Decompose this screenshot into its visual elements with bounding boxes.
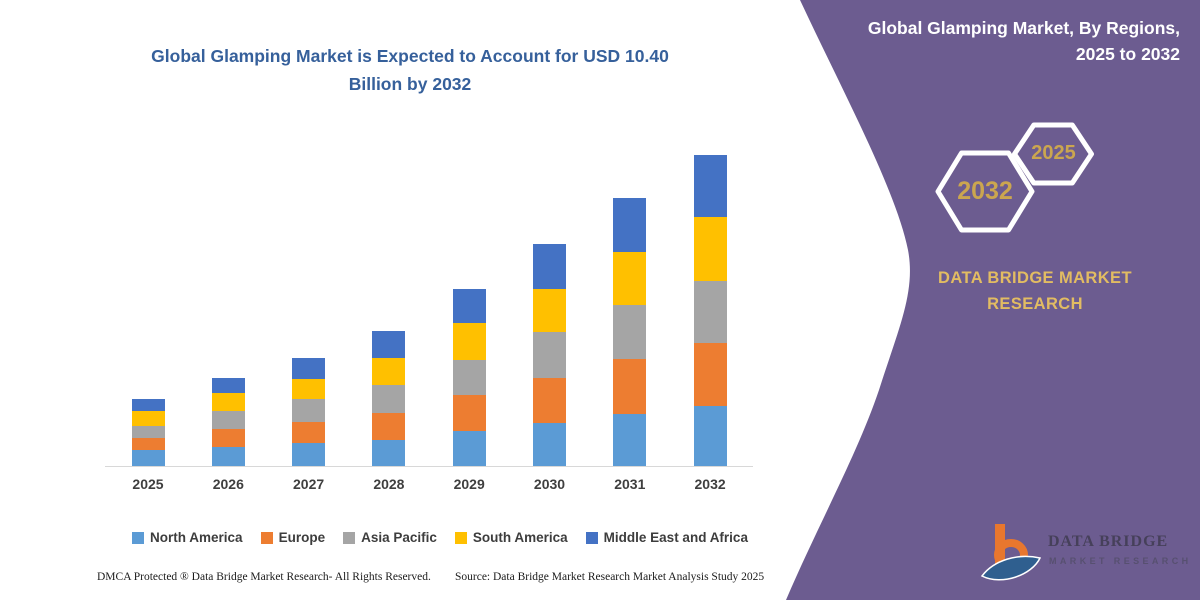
bar-segment-europe [452,395,486,432]
x-axis-label-2026: 2026 [212,476,244,492]
bar-segment-south-america [693,216,727,281]
bar-segment-asia-pacific [292,399,326,422]
legend-item-north-america: North America [132,530,243,545]
bar-segment-south-america [211,393,245,411]
hexagon-small [1012,122,1094,186]
bar-segment-europe [372,412,406,440]
chart-title: Global Glamping Market is Expected to Ac… [90,42,730,98]
legend-item-middle-east-and-africa: Middle East and Africa [585,530,748,545]
hexagon-large [935,150,1035,233]
bar-segment-south-america [131,411,165,426]
logo-text-secondary: MARKET RESEARCH [1049,556,1192,566]
stacked-bar-2028 [372,331,406,466]
x-axis-label-2027: 2027 [293,476,325,492]
legend-swatch-icon [132,531,145,544]
legend-label: Middle East and Africa [603,530,748,545]
chart-legend: North America Europe Asia Pacific South Ame… [110,530,770,545]
x-axis-line [105,466,753,467]
logo-text-primary: DATA BRIDGE [1048,533,1169,550]
bar-segment-middle-east-and-africa [693,155,727,217]
bar-segment-north-america [372,439,406,466]
x-axis-label-2031: 2031 [614,476,646,492]
data-bridge-logo-icon [980,524,1042,581]
brand-wordmark-line2: RESEARCH [987,295,1083,313]
legend-label: North America [150,530,243,545]
legend-label: Asia Pacific [361,530,437,545]
purple-wave-background [786,0,1200,600]
x-axis-label-2030: 2030 [533,476,566,492]
bar-segment-north-america [211,447,245,466]
legend-swatch-icon [454,531,467,544]
bar-segment-europe [693,342,727,406]
hexagon-year-2032: 2032 [957,177,1013,205]
bar-segment-europe [533,377,566,423]
bar-segment-europe [211,429,245,448]
bar-segment-middle-east-and-africa [613,198,647,252]
bar-segment-middle-east-and-africa [211,378,245,394]
stacked-bar-2032 [693,155,727,466]
legend-label: South America [472,530,568,545]
bar-segment-south-america [613,251,647,305]
legend-swatch-icon [343,531,356,544]
bar-segment-north-america [452,431,486,466]
bar-segment-middle-east-and-africa [533,244,566,289]
stacked-bar-2025 [131,399,165,466]
x-axis-label-2032: 2032 [694,476,726,492]
bar-segment-middle-east-and-africa [292,357,326,380]
legend-swatch-icon [585,531,598,544]
bar-segment-middle-east-and-africa [131,399,165,412]
bar-segment-asia-pacific [693,280,727,343]
source-note: Source: Data Bridge Market Research Mark… [455,571,765,583]
bar-segment-asia-pacific [131,425,165,438]
bar-segment-south-america [372,357,406,385]
bar-segment-north-america [131,450,165,466]
bar-segment-asia-pacific [613,304,647,360]
logo-swoosh [980,555,1042,581]
bar-segment-middle-east-and-africa [372,331,406,358]
legend-item-south-america: South America [454,530,568,545]
bar-segment-north-america [533,422,566,466]
legend-item-europe: Europe [260,530,326,545]
stacked-bar-2026 [211,378,245,466]
bar-segment-europe [613,359,647,415]
bar-segment-asia-pacific [533,332,566,378]
chart-title-line2: Billion by 2032 [348,74,472,94]
stacked-bar-2030 [533,244,566,466]
bar-segment-asia-pacific [372,384,406,413]
bar-segment-south-america [292,379,326,400]
bar-segment-north-america [613,414,647,466]
bar-segment-north-america [292,442,326,466]
x-axis-label-2029: 2029 [453,476,485,492]
bar-segment-north-america [693,405,727,466]
legend-swatch-icon [260,531,273,544]
bar-segment-middle-east-and-africa [452,289,486,324]
bar-segment-europe [292,421,326,443]
stacked-bar-2029 [452,289,486,466]
bar-segment-asia-pacific [211,411,245,430]
bar-segment-europe [131,437,165,451]
legend-label: Europe [278,530,326,545]
panel-heading-line2: 2025 to 2032 [1075,44,1180,64]
legend-item-asia-pacific: Asia Pacific [343,530,437,545]
x-axis-label-2028: 2028 [373,476,405,492]
panel-heading-line1: Global Glamping Market, By Regions, [867,18,1180,38]
stacked-bar-2031 [613,198,647,466]
bar-segment-south-america [452,323,486,360]
dmca-notice: DMCA Protected ® Data Bridge Market Rese… [97,571,431,583]
brand-wordmark: DATA BRIDGE MARKET RESEARCH [905,265,1165,317]
bar-segment-asia-pacific [452,359,486,396]
panel-heading: Global Glamping Market, By Regions, 2025… [830,15,1180,67]
chart-title-line1: Global Glamping Market is Expected to Ac… [151,46,669,66]
x-axis-label-2025: 2025 [132,476,164,492]
brand-wordmark-line1: DATA BRIDGE MARKET [938,269,1132,287]
hexagons-graphic [935,122,1094,233]
stacked-bar-2027 [292,357,326,466]
hexagon-year-2025: 2025 [1031,142,1076,164]
bar-segment-south-america [533,288,566,333]
